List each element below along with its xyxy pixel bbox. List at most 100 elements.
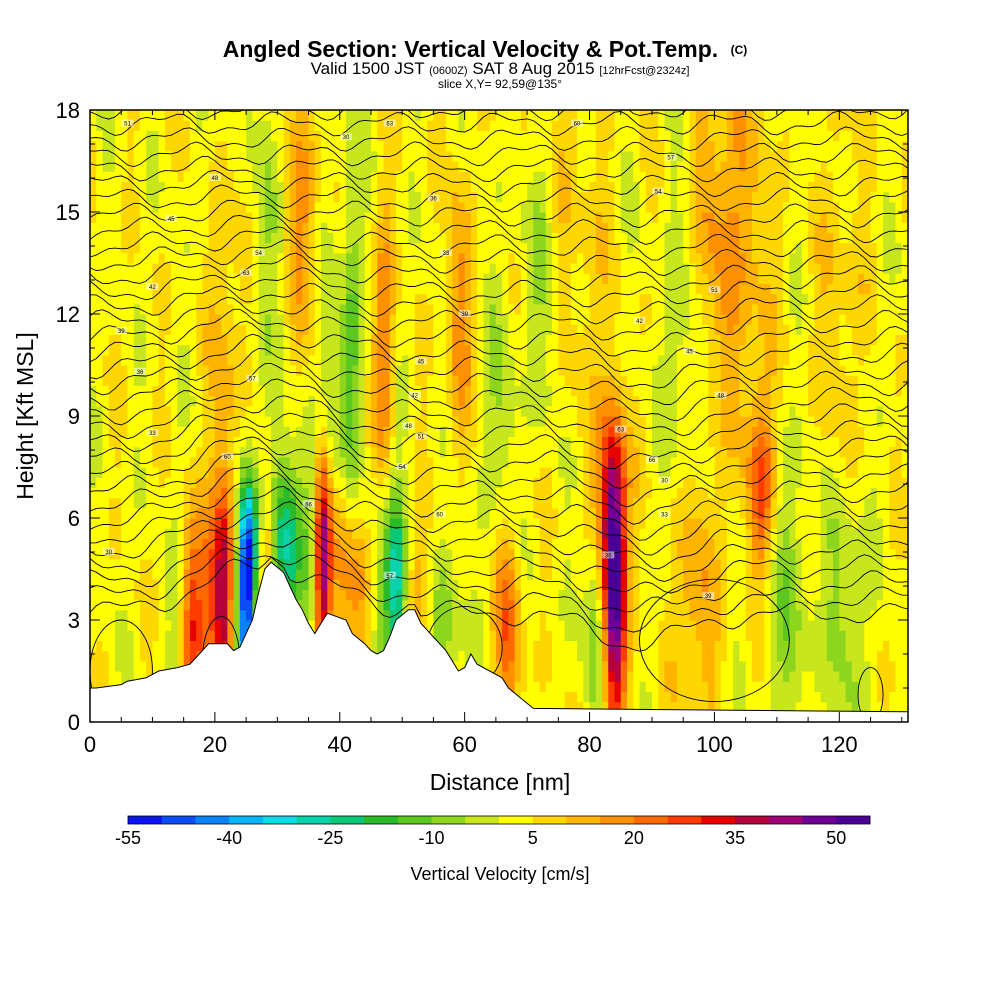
velocity-cell [339, 385, 347, 397]
velocity-cell [464, 477, 472, 488]
velocity-cell [308, 130, 316, 142]
velocity-cell [252, 436, 260, 448]
velocity-cell [114, 273, 122, 284]
velocity-cell [383, 416, 391, 427]
velocity-cell [545, 150, 553, 162]
velocity-cell [539, 191, 547, 203]
velocity-cell [464, 130, 472, 142]
velocity-cell [252, 181, 260, 193]
velocity-cell [133, 405, 141, 417]
velocity-cell [227, 405, 235, 417]
velocity-cell [252, 314, 260, 325]
velocity-cell [420, 416, 428, 427]
velocity-cell [533, 620, 541, 631]
velocity-cell [352, 283, 360, 295]
velocity-cell [158, 630, 166, 641]
velocity-cell [246, 467, 253, 478]
velocity-cell [364, 405, 372, 417]
velocity-cell [439, 456, 447, 468]
velocity-cell [570, 334, 578, 346]
velocity-cell [308, 324, 316, 335]
velocity-cell [514, 446, 522, 458]
velocity-cell [370, 416, 378, 427]
velocity-cell [595, 324, 603, 335]
velocity-cell [358, 150, 366, 162]
velocity-cell [433, 385, 441, 397]
velocity-cell [502, 201, 509, 213]
velocity-cell [427, 212, 435, 223]
velocity-cell [114, 416, 122, 427]
velocity-cell [564, 293, 572, 305]
velocity-cell [114, 507, 122, 519]
velocity-cell [464, 507, 472, 519]
velocity-cell [302, 416, 310, 427]
velocity-cell [352, 344, 360, 356]
velocity-cell [246, 344, 253, 356]
velocity-cell [327, 395, 335, 407]
velocity-cell [258, 426, 266, 437]
velocity-cell [127, 405, 135, 417]
velocity-cell [352, 273, 360, 284]
velocity-cell [327, 365, 335, 376]
velocity-cell [308, 375, 316, 386]
velocity-cell [595, 334, 603, 346]
velocity-cell [595, 242, 603, 254]
velocity-cell [171, 354, 179, 366]
velocity-cell [289, 467, 297, 478]
velocity-cell [452, 518, 460, 529]
velocity-cell [370, 518, 378, 529]
velocity-cell [514, 314, 522, 325]
velocity-cell [358, 201, 366, 213]
velocity-cell [470, 212, 478, 223]
velocity-cell [445, 344, 453, 356]
velocity-cell [214, 518, 222, 529]
velocity-cell [296, 293, 303, 305]
velocity-cell [427, 426, 435, 437]
velocity-cell [133, 589, 141, 601]
velocity-cell [539, 609, 547, 621]
velocity-cell [139, 599, 147, 611]
velocity-cell [233, 385, 241, 397]
velocity-cell [477, 283, 484, 295]
velocity-cell [464, 528, 472, 539]
velocity-cell [595, 487, 603, 499]
velocity-cell [452, 314, 460, 325]
velocity-cell [433, 303, 441, 315]
velocity-cell [271, 528, 278, 539]
velocity-cell [445, 232, 453, 244]
velocity-cell [152, 497, 160, 509]
velocity-cell [502, 181, 509, 193]
velocity-cell [277, 365, 285, 376]
velocity-cell [252, 242, 260, 254]
velocity-cell [158, 252, 166, 264]
velocity-cell [283, 497, 291, 509]
velocity-cell [389, 130, 397, 142]
velocity-cell [527, 354, 534, 366]
velocity-cell [164, 191, 172, 203]
velocity-cell [433, 487, 441, 499]
velocity-cell [121, 660, 129, 672]
velocity-cell [239, 181, 247, 193]
velocity-cell [539, 181, 547, 193]
velocity-cell [370, 293, 378, 305]
velocity-cell [570, 446, 578, 458]
velocity-cell [414, 497, 422, 509]
velocity-cell [570, 252, 578, 264]
velocity-cell [552, 467, 559, 478]
velocity-cell [139, 436, 147, 448]
velocity-cell [533, 130, 541, 142]
velocity-cell [477, 181, 484, 193]
velocity-cell [508, 548, 516, 560]
velocity-cell [477, 263, 484, 274]
velocity-cell [395, 344, 403, 356]
velocity-cell [164, 120, 172, 131]
velocity-cell [314, 528, 322, 539]
velocity-cell [296, 405, 303, 417]
velocity-cell [102, 110, 110, 121]
velocity-cell [564, 191, 572, 203]
velocity-cell [433, 436, 441, 448]
velocity-cell [196, 640, 203, 652]
velocity-cell [602, 222, 609, 233]
velocity-cell [533, 252, 541, 264]
velocity-cell [514, 150, 522, 162]
